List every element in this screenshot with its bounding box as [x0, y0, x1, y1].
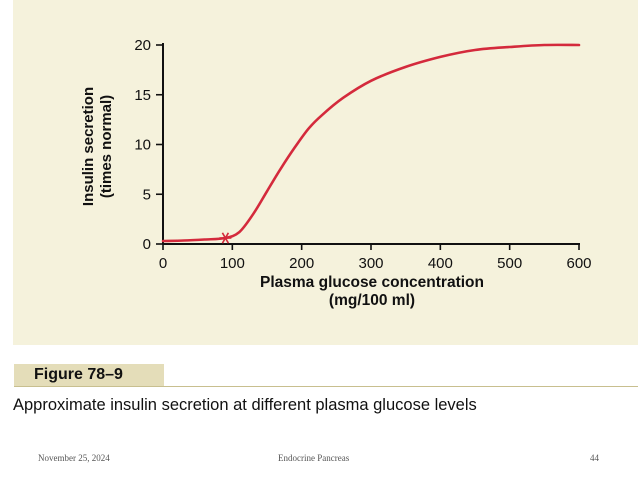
- y-tick-label: 0: [143, 236, 151, 253]
- figure-panel: [13, 0, 638, 345]
- y-tick-label: 10: [134, 137, 151, 154]
- asterisk-marker: [219, 232, 232, 244]
- asterisk-stroke: [221, 232, 230, 244]
- y-tick-label: 5: [143, 186, 151, 203]
- y-axis-units: (times normal): [98, 95, 115, 198]
- footer-date: November 25, 2024: [38, 453, 110, 463]
- insulin-secretion-curve: [161, 43, 581, 243]
- x-tick-label: 600: [566, 255, 591, 272]
- y-axis-label: Insulin secretion: [80, 87, 97, 206]
- x-tick-label: 200: [289, 255, 314, 272]
- x-axis-label: Plasma glucose concentration: [260, 274, 484, 291]
- figure-caption: Approximate insulin secretion at differe…: [13, 396, 477, 414]
- y-tick-label: 20: [134, 37, 151, 54]
- footer-title: Endocrine Pancreas: [278, 453, 350, 463]
- y-tick-label: 15: [134, 87, 151, 104]
- x-tick-label: 0: [159, 255, 167, 272]
- x-tick-label: 500: [497, 255, 522, 272]
- x-tick-label: 100: [220, 255, 245, 272]
- figure-divider: [14, 386, 638, 387]
- x-axis-units: (mg/100 ml): [329, 292, 415, 309]
- figure-label: Figure 78–9: [34, 366, 123, 383]
- x-tick-label: 400: [428, 255, 453, 272]
- figure-label-bar: Figure 78–9: [14, 364, 164, 387]
- x-tick-label: 300: [358, 255, 383, 272]
- footer-page-number: 44: [590, 453, 599, 463]
